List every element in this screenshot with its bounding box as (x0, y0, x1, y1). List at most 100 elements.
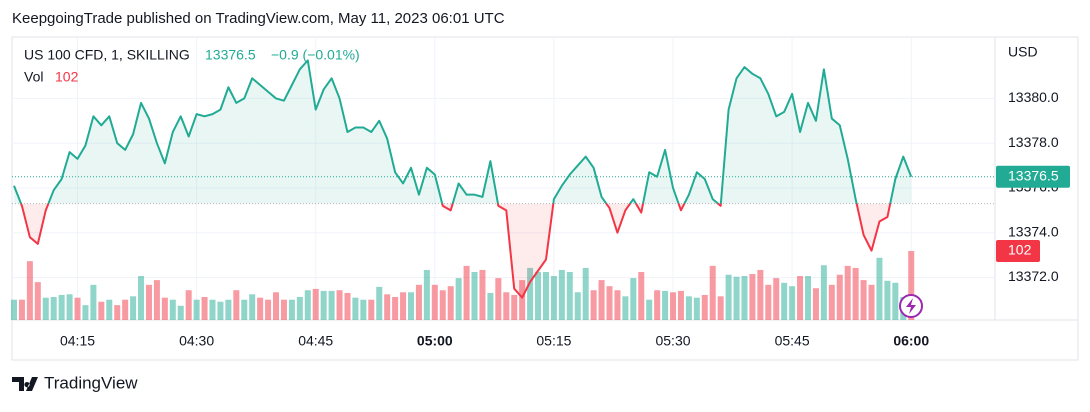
volume-bar (717, 296, 724, 320)
volume-bar (852, 267, 859, 320)
last-price-box (996, 165, 1070, 188)
volume-bar (471, 271, 478, 320)
volume-bar (34, 282, 41, 320)
price-line (13, 59, 913, 299)
tradingview-logo[interactable] (12, 377, 38, 391)
volume-bar (82, 305, 89, 320)
volume-bar (400, 292, 407, 320)
volume-bar (487, 292, 494, 320)
volume-bar (273, 292, 280, 320)
volume-bar (463, 265, 470, 320)
axes: 13372.013374.013376.013378.013380.004:15… (60, 89, 1070, 349)
chart-frame (11, 36, 1079, 361)
volume-bar (58, 294, 65, 320)
x-tick-label: 05:00 (417, 333, 453, 349)
symbol: US 100 CFD, 1, SKILLING (24, 47, 190, 63)
volume-bar (797, 276, 804, 320)
y-tick-label: 13378.0 (1008, 134, 1059, 150)
volume-bar (130, 296, 137, 320)
y-tick-label: 13380.0 (1008, 89, 1059, 105)
volume-bar (876, 257, 883, 320)
volume-bar (884, 280, 891, 320)
volume-bar (455, 278, 462, 320)
volume-bar (328, 290, 335, 320)
volume-bar (820, 265, 827, 320)
volume-bar (431, 284, 438, 320)
volume-bar (566, 271, 573, 320)
volume-bar (368, 299, 375, 320)
volume-bar (257, 297, 264, 320)
volume-bar (503, 292, 510, 320)
volume-label: Vol (24, 69, 43, 85)
volume-bar (392, 297, 399, 320)
volume-bar (654, 290, 661, 320)
volume-bar (709, 265, 716, 320)
publish-info: KeepgoingTrade published on TradingView.… (12, 10, 505, 27)
volume-bar (384, 294, 391, 320)
y-tick-label: 13374.0 (1008, 223, 1059, 239)
volume-bar (114, 305, 121, 320)
x-tick-label: 06:00 (893, 333, 929, 349)
volume-bar (733, 276, 740, 320)
volume-bar (288, 299, 295, 320)
baseline-area (14, 60, 912, 298)
volume-bar (868, 284, 875, 320)
x-tick-label: 04:15 (60, 333, 95, 349)
volume-bar (542, 271, 549, 320)
volume-bar (185, 290, 192, 320)
volume-bar (233, 290, 240, 320)
volume-bar (225, 299, 232, 320)
volume-bar (360, 299, 367, 320)
volume-bar (495, 278, 502, 320)
volume-bar (844, 265, 851, 320)
volume-bar (670, 292, 677, 320)
volume-bar (241, 299, 248, 320)
volume-bar (693, 297, 700, 320)
volume-bar (153, 280, 160, 320)
volume-bar (74, 297, 81, 320)
last-price-label: 13376.5 (1008, 167, 1059, 183)
last-volume-label: 102 (1008, 242, 1032, 258)
lightning-icon[interactable] (899, 294, 923, 318)
volume-bar (741, 276, 748, 320)
volume-bar (90, 284, 97, 320)
volume-bar (836, 274, 843, 320)
volume-bar (11, 299, 17, 320)
volume-bar (630, 278, 637, 320)
volume-bar (519, 280, 526, 320)
volume-bar (42, 297, 49, 320)
volume-bar (805, 276, 811, 320)
volume-bar (304, 290, 311, 320)
volume-bar (249, 294, 256, 320)
volume-bar (812, 288, 819, 320)
volume-bar (352, 297, 359, 320)
volume-bar (177, 305, 184, 320)
volume-bar (336, 290, 343, 320)
price-change: −0.9 (−0.01%) (271, 47, 360, 63)
volume-bar (550, 276, 557, 320)
volume-bar (662, 290, 669, 320)
volume-bar (892, 282, 899, 320)
volume-bar (590, 290, 597, 320)
x-tick-label: 04:45 (298, 333, 333, 349)
currency-label: USD (1008, 44, 1038, 60)
last-volume-box (996, 240, 1040, 263)
volume-bar (828, 284, 835, 320)
volume-bar (312, 288, 319, 320)
volume-bar (439, 290, 446, 320)
volume-bar (765, 284, 772, 320)
volume-bar (296, 297, 303, 320)
volume-bar (606, 286, 613, 320)
x-tick-label: 05:30 (655, 333, 690, 349)
volume-bar (677, 290, 684, 320)
volume-bar (646, 299, 653, 320)
volume-bar (757, 269, 764, 320)
volume-bar (598, 280, 605, 320)
footer-brand: TradingView (44, 373, 138, 392)
volume-bar (701, 294, 708, 320)
volume-bar (193, 299, 200, 320)
plot (11, 59, 995, 320)
volume-bar (535, 271, 542, 320)
volume-bar (122, 299, 129, 320)
